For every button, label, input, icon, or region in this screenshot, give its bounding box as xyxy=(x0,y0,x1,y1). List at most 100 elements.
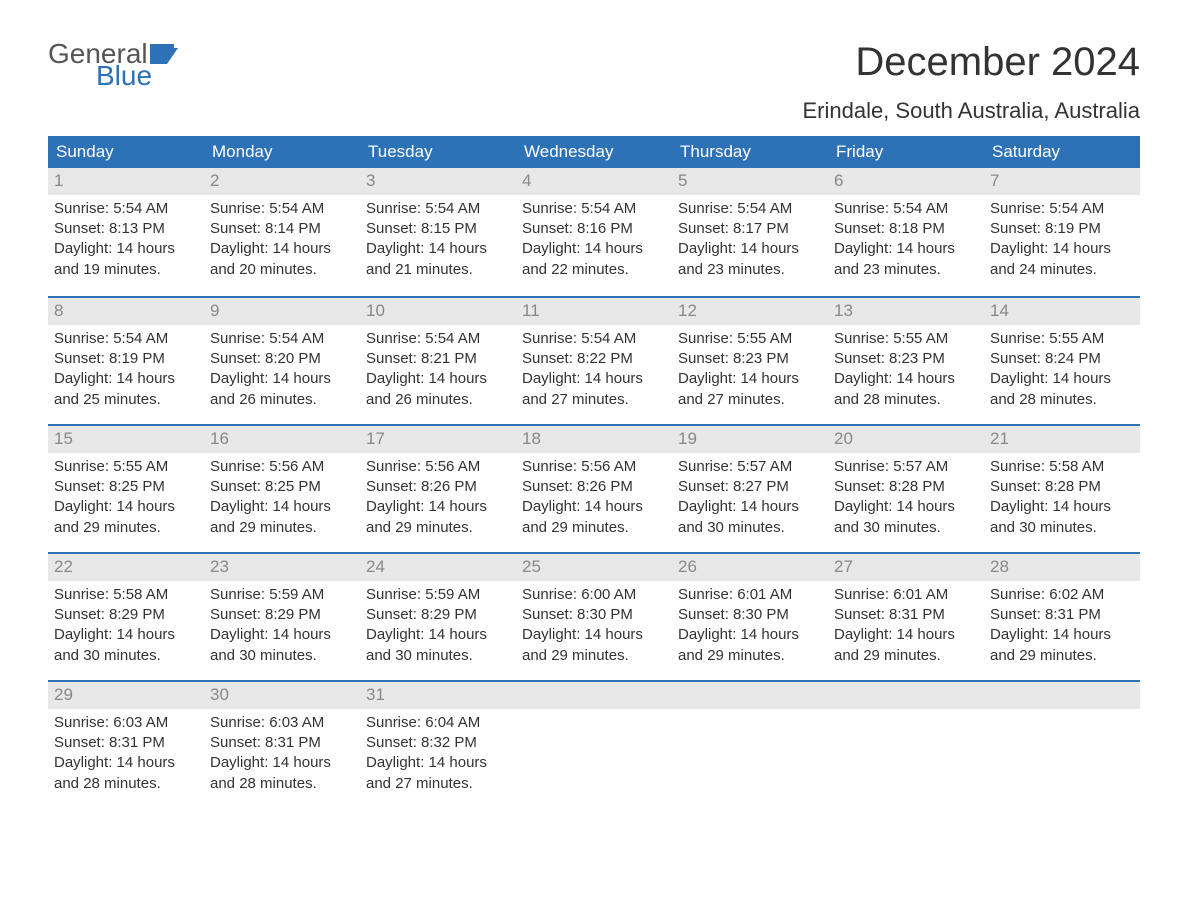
sunset-text: Sunset: 8:25 PM xyxy=(210,477,354,497)
daylight-text: Daylight: 14 hours xyxy=(990,497,1134,517)
day-number xyxy=(672,682,828,709)
sunset-text: Sunset: 8:21 PM xyxy=(366,349,510,369)
calendar-week: 15Sunrise: 5:55 AMSunset: 8:25 PMDayligh… xyxy=(48,424,1140,552)
daylight-text: and 29 minutes. xyxy=(522,646,666,666)
calendar-week: 29Sunrise: 6:03 AMSunset: 8:31 PMDayligh… xyxy=(48,680,1140,808)
daylight-text: Daylight: 14 hours xyxy=(366,369,510,389)
calendar-cell: 2Sunrise: 5:54 AMSunset: 8:14 PMDaylight… xyxy=(204,168,360,296)
sunrise-text: Sunrise: 5:54 AM xyxy=(678,199,822,219)
calendar-cell: 15Sunrise: 5:55 AMSunset: 8:25 PMDayligh… xyxy=(48,426,204,552)
daylight-text: and 29 minutes. xyxy=(522,518,666,538)
sunset-text: Sunset: 8:23 PM xyxy=(834,349,978,369)
daylight-text: and 25 minutes. xyxy=(54,390,198,410)
day-number: 22 xyxy=(48,554,204,581)
day-header-row: Sunday Monday Tuesday Wednesday Thursday… xyxy=(48,136,1140,168)
daylight-text: Daylight: 14 hours xyxy=(54,497,198,517)
day-header: Tuesday xyxy=(360,136,516,168)
sunset-text: Sunset: 8:16 PM xyxy=(522,219,666,239)
day-number: 30 xyxy=(204,682,360,709)
page-title: December 2024 xyxy=(855,40,1140,85)
daylight-text: Daylight: 14 hours xyxy=(522,369,666,389)
sunrise-text: Sunrise: 5:54 AM xyxy=(210,329,354,349)
daylight-text: Daylight: 14 hours xyxy=(210,625,354,645)
daylight-text: and 30 minutes. xyxy=(54,646,198,666)
calendar-cell: 14Sunrise: 5:55 AMSunset: 8:24 PMDayligh… xyxy=(984,298,1140,424)
calendar-cell: 6Sunrise: 5:54 AMSunset: 8:18 PMDaylight… xyxy=(828,168,984,296)
daylight-text: and 28 minutes. xyxy=(990,390,1134,410)
daylight-text: Daylight: 14 hours xyxy=(522,497,666,517)
sunrise-text: Sunrise: 5:59 AM xyxy=(366,585,510,605)
calendar-cell: 29Sunrise: 6:03 AMSunset: 8:31 PMDayligh… xyxy=(48,682,204,808)
sunrise-text: Sunrise: 6:03 AM xyxy=(54,713,198,733)
sunrise-text: Sunrise: 5:54 AM xyxy=(210,199,354,219)
day-number: 17 xyxy=(360,426,516,453)
calendar-cell: 4Sunrise: 5:54 AMSunset: 8:16 PMDaylight… xyxy=(516,168,672,296)
calendar-cell: 19Sunrise: 5:57 AMSunset: 8:27 PMDayligh… xyxy=(672,426,828,552)
daylight-text: Daylight: 14 hours xyxy=(366,625,510,645)
calendar: Sunday Monday Tuesday Wednesday Thursday… xyxy=(48,136,1140,808)
sunset-text: Sunset: 8:26 PM xyxy=(522,477,666,497)
sunset-text: Sunset: 8:29 PM xyxy=(366,605,510,625)
day-number: 4 xyxy=(516,168,672,195)
calendar-cell xyxy=(828,682,984,808)
daylight-text: Daylight: 14 hours xyxy=(366,239,510,259)
day-number: 31 xyxy=(360,682,516,709)
sunrise-text: Sunrise: 5:54 AM xyxy=(366,199,510,219)
sunset-text: Sunset: 8:32 PM xyxy=(366,733,510,753)
day-number: 9 xyxy=(204,298,360,325)
day-number xyxy=(984,682,1140,709)
daylight-text: Daylight: 14 hours xyxy=(678,497,822,517)
day-header: Saturday xyxy=(984,136,1140,168)
day-number: 2 xyxy=(204,168,360,195)
brand-word-2: Blue xyxy=(96,62,184,90)
daylight-text: and 22 minutes. xyxy=(522,260,666,280)
calendar-cell: 16Sunrise: 5:56 AMSunset: 8:25 PMDayligh… xyxy=(204,426,360,552)
sunset-text: Sunset: 8:17 PM xyxy=(678,219,822,239)
sunset-text: Sunset: 8:29 PM xyxy=(54,605,198,625)
daylight-text: and 29 minutes. xyxy=(834,646,978,666)
sunrise-text: Sunrise: 5:55 AM xyxy=(990,329,1134,349)
day-number: 1 xyxy=(48,168,204,195)
daylight-text: Daylight: 14 hours xyxy=(210,753,354,773)
sunrise-text: Sunrise: 5:59 AM xyxy=(210,585,354,605)
day-header: Thursday xyxy=(672,136,828,168)
daylight-text: and 27 minutes. xyxy=(366,774,510,794)
calendar-cell xyxy=(984,682,1140,808)
day-number: 15 xyxy=(48,426,204,453)
day-number xyxy=(516,682,672,709)
daylight-text: Daylight: 14 hours xyxy=(522,239,666,259)
daylight-text: Daylight: 14 hours xyxy=(54,753,198,773)
daylight-text: Daylight: 14 hours xyxy=(990,369,1134,389)
daylight-text: Daylight: 14 hours xyxy=(834,369,978,389)
sunset-text: Sunset: 8:31 PM xyxy=(990,605,1134,625)
daylight-text: and 28 minutes. xyxy=(54,774,198,794)
daylight-text: and 30 minutes. xyxy=(210,646,354,666)
day-number: 23 xyxy=(204,554,360,581)
daylight-text: and 21 minutes. xyxy=(366,260,510,280)
sunset-text: Sunset: 8:20 PM xyxy=(210,349,354,369)
daylight-text: Daylight: 14 hours xyxy=(366,753,510,773)
daylight-text: Daylight: 14 hours xyxy=(834,239,978,259)
daylight-text: and 27 minutes. xyxy=(522,390,666,410)
sunset-text: Sunset: 8:19 PM xyxy=(990,219,1134,239)
daylight-text: and 30 minutes. xyxy=(366,646,510,666)
day-number: 19 xyxy=(672,426,828,453)
calendar-cell: 12Sunrise: 5:55 AMSunset: 8:23 PMDayligh… xyxy=(672,298,828,424)
daylight-text: Daylight: 14 hours xyxy=(210,239,354,259)
calendar-week: 22Sunrise: 5:58 AMSunset: 8:29 PMDayligh… xyxy=(48,552,1140,680)
calendar-cell: 27Sunrise: 6:01 AMSunset: 8:31 PMDayligh… xyxy=(828,554,984,680)
sunset-text: Sunset: 8:29 PM xyxy=(210,605,354,625)
sunrise-text: Sunrise: 5:54 AM xyxy=(834,199,978,219)
day-number: 12 xyxy=(672,298,828,325)
calendar-cell: 24Sunrise: 5:59 AMSunset: 8:29 PMDayligh… xyxy=(360,554,516,680)
calendar-cell: 31Sunrise: 6:04 AMSunset: 8:32 PMDayligh… xyxy=(360,682,516,808)
sunrise-text: Sunrise: 5:58 AM xyxy=(990,457,1134,477)
page-subtitle: Erindale, South Australia, Australia xyxy=(48,98,1140,124)
sunrise-text: Sunrise: 6:02 AM xyxy=(990,585,1134,605)
calendar-cell: 11Sunrise: 5:54 AMSunset: 8:22 PMDayligh… xyxy=(516,298,672,424)
calendar-cell: 5Sunrise: 5:54 AMSunset: 8:17 PMDaylight… xyxy=(672,168,828,296)
daylight-text: and 29 minutes. xyxy=(678,646,822,666)
sunset-text: Sunset: 8:27 PM xyxy=(678,477,822,497)
daylight-text: Daylight: 14 hours xyxy=(522,625,666,645)
daylight-text: Daylight: 14 hours xyxy=(210,497,354,517)
